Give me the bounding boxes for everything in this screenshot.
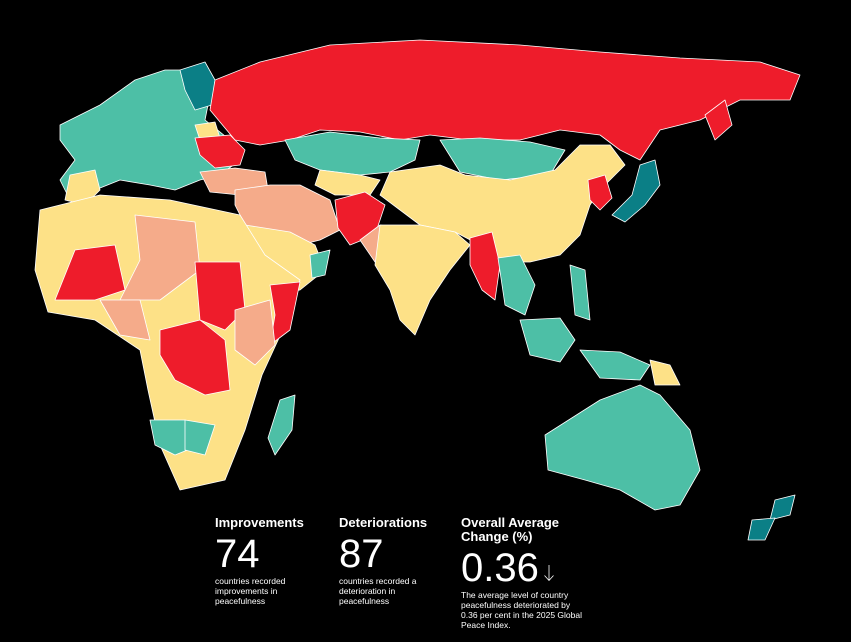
down-arrow: [544, 565, 555, 581]
region: [284, 131, 421, 176]
stat-improvements: Improvements 74 countries recorded impro…: [215, 515, 325, 607]
region: [184, 419, 216, 456]
region: [54, 244, 126, 301]
region: [309, 249, 331, 279]
stat-deteriorations: Deteriorations 87 countries recorded a d…: [339, 515, 449, 607]
region: [267, 394, 296, 456]
region: [747, 517, 776, 541]
stat-value-row: 0.36: [461, 544, 601, 590]
stat-description: The average level of country peacefulnes…: [461, 590, 582, 630]
region: [269, 281, 301, 346]
region: [497, 254, 536, 316]
stat-title: Deteriorations: [339, 515, 428, 530]
region: [579, 349, 651, 381]
region: [544, 384, 701, 511]
stat-title: Overall Average Change (%): [461, 515, 560, 544]
region: [119, 214, 201, 301]
region: [439, 137, 566, 181]
region: [587, 174, 613, 211]
region: [704, 99, 733, 141]
stat-value: 0.36: [461, 546, 539, 590]
region: [569, 264, 591, 321]
stat-value: 74: [215, 532, 260, 576]
stat-title: Improvements: [215, 515, 304, 530]
region: [99, 299, 151, 341]
region: [194, 134, 246, 169]
region: [649, 359, 681, 386]
region: [374, 224, 471, 336]
region: [159, 319, 231, 396]
region: [769, 494, 796, 521]
region: [519, 317, 576, 363]
region: [611, 159, 661, 223]
stat-average-change: Overall Average Change (%) 0.36 The aver…: [461, 515, 601, 631]
region: [469, 231, 501, 301]
stat-value: 87: [339, 532, 384, 576]
region: [209, 39, 801, 161]
stat-description: countries recorded improvements in peace…: [215, 576, 286, 606]
region: [234, 299, 276, 366]
stat-description: countries recorded a deterioration in pe…: [339, 576, 417, 606]
